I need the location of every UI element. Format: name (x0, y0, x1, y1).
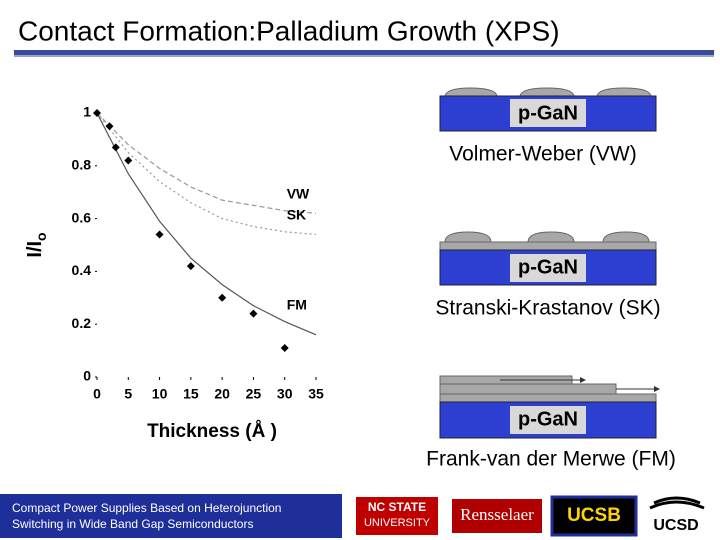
x-tick-label: 15 (183, 386, 199, 402)
islands (444, 231, 650, 243)
vw-diagram: p-GaN Volmer-Weber (VW) (439, 87, 657, 166)
logo-text: UCSD (653, 517, 698, 534)
logo-text: NC STATE (368, 500, 426, 514)
title-rule-shadow (14, 55, 714, 57)
layer (439, 393, 657, 403)
substrate-label: p-GaN (518, 408, 578, 430)
y-axis-label-sub: o (33, 232, 49, 241)
label-box (510, 254, 586, 282)
x-tick-label: 20 (214, 386, 230, 402)
caption: Volmer-Weber (VW) (449, 143, 636, 166)
x-tick-label: 30 (277, 386, 293, 402)
logo-text: Rensselaer (460, 505, 534, 524)
ncstate-logo (356, 497, 438, 535)
y-tick-label: 0.4 (72, 262, 92, 278)
fm-diagram: p-GaN Frank-van der Merwe (FM) (426, 375, 676, 471)
point (124, 156, 133, 165)
y-axis-label: I/Io (24, 232, 48, 257)
x-tick-label: 5 (124, 386, 132, 402)
point (218, 293, 227, 302)
point (105, 122, 114, 131)
point (249, 309, 258, 318)
series-label: FM (287, 296, 307, 312)
point (111, 143, 120, 152)
y-tick-label: 0.8 (72, 157, 92, 173)
footer-box (0, 494, 342, 538)
point (186, 262, 195, 271)
ucsb-logo (550, 495, 638, 537)
arrow-head (580, 377, 586, 383)
slide-title: Contact Formation:Palladium Growth (XPS) (18, 15, 560, 46)
x-tick-label: 10 (152, 386, 168, 402)
point (155, 230, 164, 239)
logo-text: UNIVERSITY (364, 517, 431, 529)
footer-text: Compact Power Supplies Based on Heteroju… (12, 501, 281, 515)
curve (96, 112, 317, 336)
rensselaer-logo (452, 499, 542, 533)
y-tick-label: 1 (83, 104, 91, 120)
ucsd-emblem (649, 496, 705, 510)
y-tick-label: 0 (83, 368, 91, 384)
curve (96, 112, 317, 214)
series-label: SK (287, 207, 306, 223)
point (280, 343, 289, 352)
islands (444, 87, 652, 98)
series-label: VW (287, 185, 310, 201)
y-tick-label: 0.6 (72, 209, 92, 225)
sk-diagram: p-GaN Stranski-Krastanov (SK) (435, 231, 661, 320)
point (93, 109, 101, 117)
substrate-label: p-GaN (518, 256, 578, 278)
x-tick-label: 35 (308, 386, 324, 402)
wetting-layer (439, 241, 657, 251)
y-tick-label: 0.2 (72, 315, 92, 331)
footer-text: Switching in Wide Band Gap Semiconductor… (12, 517, 253, 531)
substrate-label: p-GaN (518, 102, 578, 124)
layer (439, 383, 617, 395)
curve (96, 112, 317, 236)
logo-text: UCSB (567, 505, 621, 526)
title-rule (14, 50, 714, 55)
label-box (510, 99, 586, 127)
arrow-head (654, 386, 660, 392)
x-tick-label: 0 (93, 386, 101, 402)
y-axis-label-main: I/I (24, 241, 46, 258)
caption: Frank-van der Merwe (FM) (426, 448, 676, 471)
caption: Stranski-Krastanov (SK) (435, 297, 660, 320)
x-axis-label: Thickness (Å ) (147, 421, 277, 442)
x-tick-label: 25 (246, 386, 262, 402)
label-box (510, 406, 586, 434)
